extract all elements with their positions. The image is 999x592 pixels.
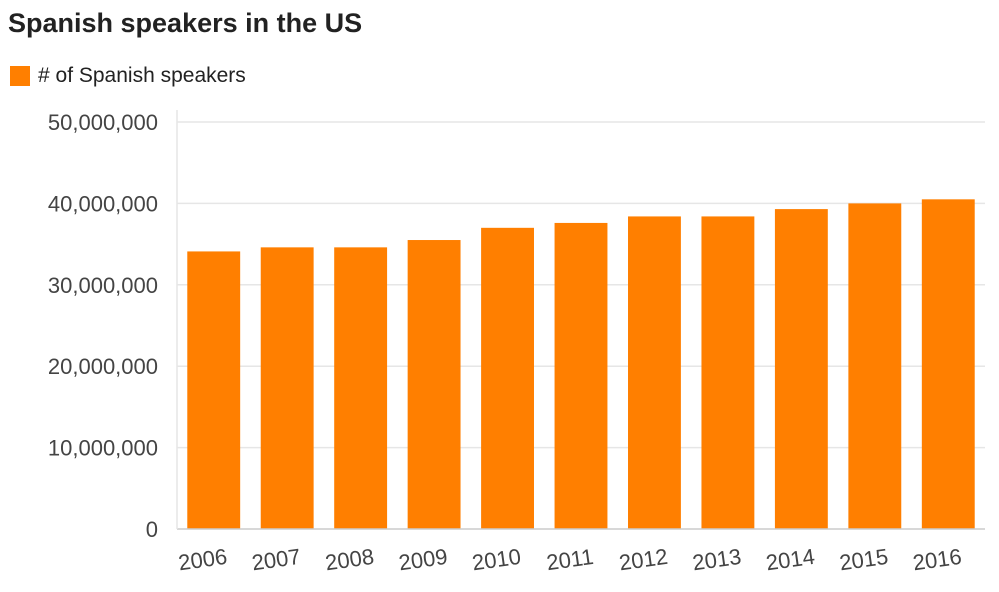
x-tick-label: 2009	[397, 544, 449, 576]
x-tick-label: 2012	[617, 544, 669, 576]
legend: # of Spanish speakers	[10, 64, 246, 88]
bar	[334, 247, 388, 529]
y-tick-label: 10,000,000	[48, 436, 158, 461]
y-tick-label: 40,000,000	[48, 191, 158, 216]
bar	[921, 199, 975, 529]
bar	[187, 251, 241, 529]
x-tick-label: 2008	[324, 544, 376, 576]
bar	[774, 209, 828, 529]
axes	[176, 110, 985, 530]
x-tick-label: 2014	[764, 544, 816, 576]
bar	[848, 203, 902, 529]
y-tick-label: 20,000,000	[48, 354, 158, 379]
x-axis-tick-labels: 2006 2007 2008 2009 2010 2011 2012 2013 2014 2015…	[177, 544, 964, 576]
x-tick-label: 2006	[177, 544, 229, 576]
y-tick-label: 0	[146, 517, 158, 542]
x-tick-label: 2007	[250, 544, 302, 576]
legend-label: # of Spanish speakers	[38, 64, 246, 87]
bar	[628, 216, 681, 529]
bar	[481, 227, 534, 529]
chart-title: Spanish speakers in the US	[8, 8, 363, 38]
x-tick-label: 2011	[545, 544, 595, 575]
bars	[187, 199, 975, 529]
x-tick-label: 2010	[471, 544, 523, 576]
y-tick-label: 50,000,000	[48, 110, 158, 135]
legend-swatch	[10, 66, 30, 86]
x-tick-label: 2015	[838, 544, 890, 576]
x-tick-label: 2013	[691, 544, 743, 576]
y-axis-tick-labels: 0 10,000,000 20,000,000 30,000,000 40,000,00…	[48, 110, 158, 542]
bar	[260, 247, 314, 529]
bar	[701, 216, 755, 529]
x-tick-label: 2016	[911, 544, 963, 576]
y-tick-label: 30,000,000	[48, 273, 158, 298]
bar	[407, 240, 461, 529]
bar	[554, 222, 608, 529]
